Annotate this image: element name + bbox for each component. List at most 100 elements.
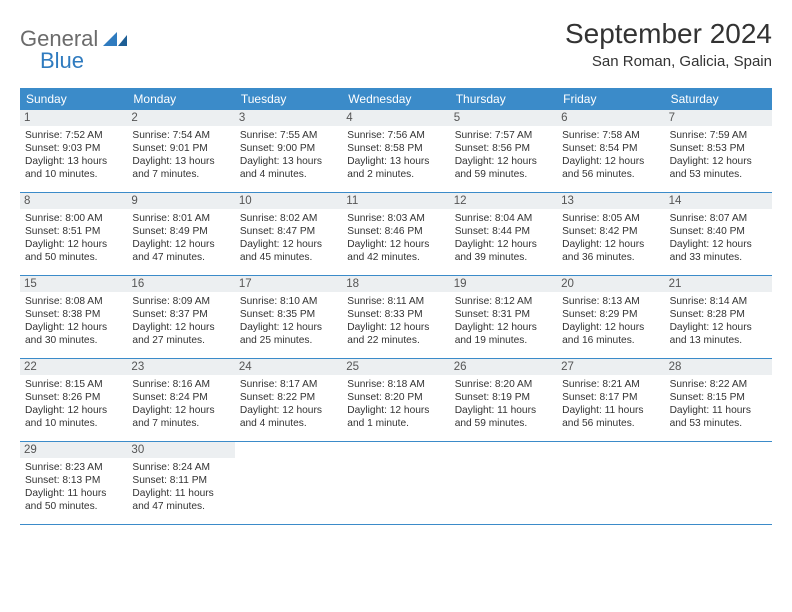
day-day2: and 45 minutes. (240, 251, 337, 264)
dow-thursday: Thursday (450, 88, 557, 110)
dow-saturday: Saturday (665, 88, 772, 110)
day-day2: and 33 minutes. (670, 251, 767, 264)
day-day1: Daylight: 12 hours (240, 238, 337, 251)
calendar-day: 18Sunrise: 8:11 AMSunset: 8:33 PMDayligh… (342, 276, 449, 358)
day-sunrise: Sunrise: 7:59 AM (670, 129, 767, 142)
day-day1: Daylight: 12 hours (455, 238, 552, 251)
day-sunset: Sunset: 8:22 PM (240, 391, 337, 404)
day-day1: Daylight: 12 hours (25, 238, 122, 251)
day-day1: Daylight: 11 hours (132, 487, 229, 500)
day-sunrise: Sunrise: 8:04 AM (455, 212, 552, 225)
day-sunset: Sunset: 8:53 PM (670, 142, 767, 155)
day-day2: and 7 minutes. (132, 168, 229, 181)
day-sunset: Sunset: 9:01 PM (132, 142, 229, 155)
calendar-day: 6Sunrise: 7:58 AMSunset: 8:54 PMDaylight… (557, 110, 664, 192)
day-number: 24 (235, 359, 342, 375)
day-sunrise: Sunrise: 8:05 AM (562, 212, 659, 225)
calendar-day: 22Sunrise: 8:15 AMSunset: 8:26 PMDayligh… (20, 359, 127, 441)
day-sunset: Sunset: 8:51 PM (25, 225, 122, 238)
calendar-week: 22Sunrise: 8:15 AMSunset: 8:26 PMDayligh… (20, 359, 772, 442)
day-number: 13 (557, 193, 664, 209)
day-day1: Daylight: 11 hours (670, 404, 767, 417)
day-day1: Daylight: 13 hours (132, 155, 229, 168)
logo-swoosh-icon (103, 28, 129, 54)
title-block: September 2024 San Roman, Galicia, Spain (565, 18, 772, 70)
calendar-day: 12 Sunrise: 8:04 AMSunset: 8:44 PMDayligh… (450, 193, 557, 275)
calendar-day: 20Sunrise: 8:13 AMSunset: 8:29 PMDayligh… (557, 276, 664, 358)
calendar-grid: 1Sunrise: 7:52 AMSunset: 9:03 PMDaylight… (20, 110, 772, 525)
day-number: 18 (342, 276, 449, 292)
day-day2: and 4 minutes. (240, 417, 337, 430)
day-number: 5 (450, 110, 557, 126)
calendar-week: 1Sunrise: 7:52 AMSunset: 9:03 PMDaylight… (20, 110, 772, 193)
day-day2: and 10 minutes. (25, 417, 122, 430)
day-sunrise: Sunrise: 8:09 AM (132, 295, 229, 308)
dow-tuesday: Tuesday (235, 88, 342, 110)
day-day1: Daylight: 12 hours (132, 238, 229, 251)
calendar-day: 28Sunrise: 8:22 AMSunset: 8:15 PMDayligh… (665, 359, 772, 441)
day-day2: and 59 minutes. (455, 168, 552, 181)
day-day1: Daylight: 12 hours (670, 321, 767, 334)
page-title: September 2024 (565, 18, 772, 50)
day-sunset: Sunset: 8:11 PM (132, 474, 229, 487)
calendar-day: 25Sunrise: 8:18 AMSunset: 8:20 PMDayligh… (342, 359, 449, 441)
day-sunset: Sunset: 8:33 PM (347, 308, 444, 321)
day-sunset: Sunset: 8:58 PM (347, 142, 444, 155)
day-number: 12 (450, 193, 557, 209)
day-day2: and 13 minutes. (670, 334, 767, 347)
day-sunrise: Sunrise: 8:07 AM (670, 212, 767, 225)
day-number: 10 (235, 193, 342, 209)
day-sunrise: Sunrise: 8:13 AM (562, 295, 659, 308)
day-sunset: Sunset: 8:44 PM (455, 225, 552, 238)
calendar-day: 2Sunrise: 7:54 AMSunset: 9:01 PMDaylight… (127, 110, 234, 192)
day-number: 1 (20, 110, 127, 126)
day-sunset: Sunset: 8:29 PM (562, 308, 659, 321)
day-sunrise: Sunrise: 8:23 AM (25, 461, 122, 474)
day-sunrise: Sunrise: 8:00 AM (25, 212, 122, 225)
logo-text-blue: Blue (20, 48, 84, 73)
day-sunset: Sunset: 8:40 PM (670, 225, 767, 238)
day-sunrise: Sunrise: 8:02 AM (240, 212, 337, 225)
day-day1: Daylight: 12 hours (347, 238, 444, 251)
day-sunset: Sunset: 8:31 PM (455, 308, 552, 321)
day-sunrise: Sunrise: 8:03 AM (347, 212, 444, 225)
calendar-day (665, 442, 772, 524)
calendar-day: 15Sunrise: 8:08 AMSunset: 8:38 PMDayligh… (20, 276, 127, 358)
day-day2: and 42 minutes. (347, 251, 444, 264)
day-sunset: Sunset: 9:03 PM (25, 142, 122, 155)
day-number: 22 (20, 359, 127, 375)
day-day1: Daylight: 13 hours (347, 155, 444, 168)
day-number: 28 (665, 359, 772, 375)
day-day2: and 4 minutes. (240, 168, 337, 181)
day-day1: Daylight: 12 hours (240, 404, 337, 417)
day-number: 29 (20, 442, 127, 458)
day-number: 6 (557, 110, 664, 126)
day-sunset: Sunset: 8:19 PM (455, 391, 552, 404)
day-day2: and 59 minutes. (455, 417, 552, 430)
calendar-day: 30Sunrise: 8:24 AMSunset: 8:11 PMDayligh… (127, 442, 234, 524)
day-number: 2 (127, 110, 234, 126)
day-sunset: Sunset: 8:13 PM (25, 474, 122, 487)
day-number: 20 (557, 276, 664, 292)
day-number: 17 (235, 276, 342, 292)
day-number: 8 (20, 193, 127, 209)
calendar-day: 17Sunrise: 8:10 AMSunset: 8:35 PMDayligh… (235, 276, 342, 358)
calendar-week: 15Sunrise: 8:08 AMSunset: 8:38 PMDayligh… (20, 276, 772, 359)
calendar-day: 27Sunrise: 8:21 AMSunset: 8:17 PMDayligh… (557, 359, 664, 441)
day-day2: and 25 minutes. (240, 334, 337, 347)
day-day1: Daylight: 12 hours (670, 238, 767, 251)
day-sunrise: Sunrise: 7:56 AM (347, 129, 444, 142)
day-sunset: Sunset: 8:37 PM (132, 308, 229, 321)
day-number: 7 (665, 110, 772, 126)
day-sunrise: Sunrise: 8:15 AM (25, 378, 122, 391)
calendar-day: 5Sunrise: 7:57 AMSunset: 8:56 PMDaylight… (450, 110, 557, 192)
day-day1: Daylight: 13 hours (240, 155, 337, 168)
day-sunset: Sunset: 8:20 PM (347, 391, 444, 404)
calendar-day: 13Sunrise: 8:05 AMSunset: 8:42 PMDayligh… (557, 193, 664, 275)
day-day2: and 1 minute. (347, 417, 444, 430)
day-number: 16 (127, 276, 234, 292)
dow-sunday: Sunday (20, 88, 127, 110)
day-day2: and 56 minutes. (562, 417, 659, 430)
calendar-day: 10Sunrise: 8:02 AMSunset: 8:47 PMDayligh… (235, 193, 342, 275)
calendar-day: 1Sunrise: 7:52 AMSunset: 9:03 PMDaylight… (20, 110, 127, 192)
